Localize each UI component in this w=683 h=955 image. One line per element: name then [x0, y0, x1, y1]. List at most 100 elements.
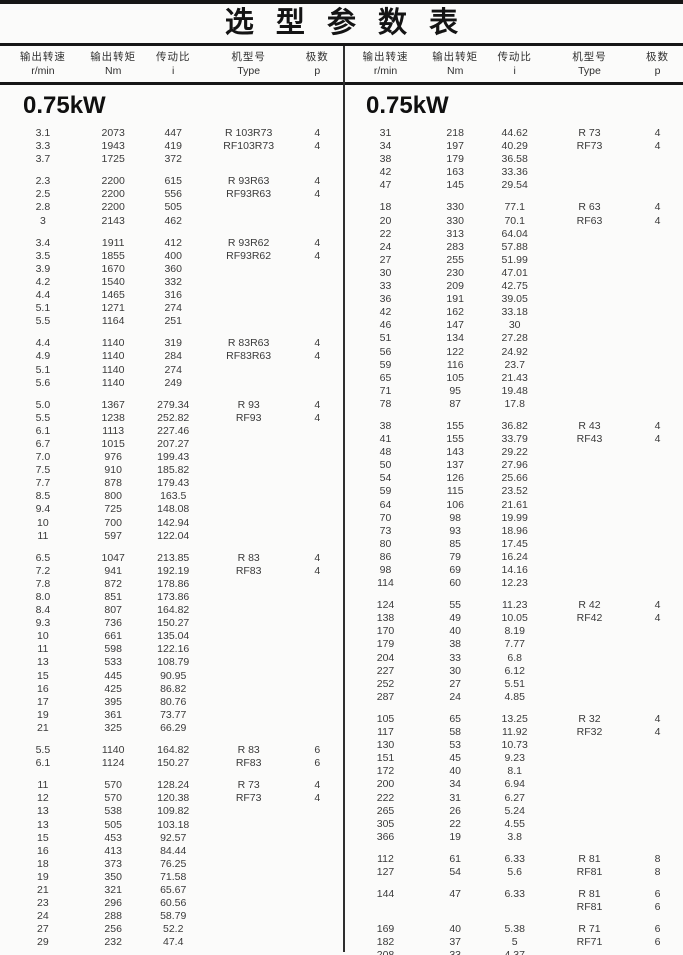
cell-ratio: 17.8 — [504, 397, 525, 410]
cell-ratio: 12.23 — [501, 577, 528, 590]
cell-output-speed: 130 — [376, 739, 395, 752]
cell-model-type — [206, 451, 292, 464]
cell-model-type: R 73 — [237, 779, 260, 792]
cell-output-speed: 227 — [376, 664, 395, 677]
row-group: 11 570 128.24 R 73 4 12 570 120.38 RF73 4 13 538 109… — [0, 779, 343, 949]
cell-ratio: 47.01 — [501, 266, 528, 279]
cell-ratio: 21.61 — [501, 498, 528, 511]
cell-output-torque: 58 — [449, 726, 462, 739]
cell-ratio: 64.04 — [501, 227, 528, 240]
cell-output-torque: 155 — [446, 419, 464, 432]
cell-ratio: 122.16 — [157, 643, 190, 656]
cell-output-speed: 24 — [37, 910, 49, 923]
cell-output-speed: 5.5 — [35, 744, 51, 757]
top-rule — [0, 0, 683, 4]
cell-output-torque: 85 — [449, 537, 462, 550]
column-label: 传动比 — [155, 51, 191, 63]
cell-output-speed: 15 — [37, 831, 49, 844]
cell-model-type: RF93 — [235, 411, 262, 424]
cell-model-type — [547, 499, 632, 512]
cell-output-torque: 116 — [446, 358, 464, 371]
cell-output-torque: 122 — [446, 345, 464, 358]
table-row: 11 598 122.16 — [0, 643, 343, 656]
table-row: 17 395 80.76 — [0, 696, 343, 709]
table-row: 46 147 30 — [343, 319, 683, 332]
table-row: 80 85 17.45 — [343, 538, 683, 551]
table-row: 5.5 1140 164.82 R 83 6 — [0, 744, 343, 757]
column-divider — [343, 46, 345, 952]
cell-output-speed: 5.5 — [35, 315, 51, 328]
cell-model-type — [206, 819, 292, 832]
cell-poles: 6 — [654, 936, 661, 949]
cell-poles — [632, 949, 683, 955]
cell-output-speed: 169 — [376, 923, 395, 936]
cell-ratio: 213.85 — [157, 551, 190, 564]
cell-poles: 4 — [654, 201, 661, 214]
cell-output-speed: 86 — [379, 550, 392, 563]
cell-output-torque — [428, 901, 482, 914]
cell-output-speed: 6.5 — [35, 551, 51, 564]
cell-poles — [632, 805, 683, 818]
table-row: 24 283 57.88 — [343, 241, 683, 254]
cell-output-torque: 40 — [449, 923, 462, 936]
cell-poles — [292, 153, 343, 166]
cell-ratio: 73.77 — [160, 708, 187, 721]
cell-output-speed: 47 — [379, 179, 392, 192]
table-row: 47 145 29.54 — [343, 179, 683, 192]
cell-poles: 4 — [314, 398, 321, 411]
row-group: 38 155 36.82 R 43 4 41 155 33.79 RF43 4 48 143 29.22… — [343, 420, 683, 590]
table-row: 144 47 6.33 R 81 6 — [343, 888, 683, 901]
cell-output-torque: 700 — [104, 516, 122, 529]
cell-poles — [292, 201, 343, 214]
cell-model-type — [547, 678, 632, 691]
table-row: 112 61 6.33 R 81 8 — [343, 853, 683, 866]
cell-ratio: 4.55 — [504, 817, 525, 830]
cell-output-speed: 200 — [376, 778, 395, 791]
cell-ratio: 11.23 — [501, 599, 528, 612]
cell-model-type — [206, 315, 292, 328]
cell-poles — [632, 678, 683, 691]
cell-output-torque: 27 — [449, 677, 462, 690]
cell-poles — [292, 517, 343, 530]
cell-output-speed: 3.4 — [35, 236, 51, 249]
cell-model-type: R 83R63 — [227, 337, 270, 350]
cell-model-type — [206, 858, 292, 871]
cell-output-speed: 17 — [37, 695, 49, 708]
cell-output-torque: 1124 — [101, 757, 125, 770]
cell-poles: 4 — [654, 140, 661, 153]
cell-output-torque: 505 — [104, 818, 122, 831]
cell-model-type: R 103R73 — [225, 127, 273, 139]
cell-model-type: R 93 — [237, 398, 260, 411]
cell-output-speed: 127 — [376, 865, 395, 878]
cell-output-torque: 1164 — [101, 315, 125, 328]
cell-poles — [632, 179, 683, 192]
cell-poles — [292, 530, 343, 543]
cell-model-type — [547, 805, 632, 818]
cell-poles — [632, 638, 683, 651]
cell-output-speed: 31 — [379, 127, 392, 139]
cell-ratio: 23.7 — [504, 358, 525, 371]
cell-output-speed: 8.0 — [35, 591, 51, 603]
row-group: 3.4 1911 412 R 93R62 4 3.5 1855 400 RF93R62 4 3.9 1… — [0, 237, 343, 329]
cell-output-speed: 36 — [379, 293, 392, 306]
cell-poles: 4 — [314, 564, 321, 577]
cell-model-type — [547, 319, 632, 332]
cell-output-speed: 8.4 — [35, 604, 51, 617]
table-row: 19 361 73.77 — [0, 709, 343, 722]
cell-output-torque: 2200 — [101, 175, 125, 188]
cell-ratio: 419 — [164, 140, 182, 153]
cell-ratio: 6.8 — [507, 651, 522, 664]
table-body: 0.75kW 3.1 2073 447 R 103R73 4 3.3 1943 419 RF10… — [0, 85, 683, 955]
cell-model-type — [547, 179, 632, 192]
power-rating-heading: 0.75kW — [23, 92, 106, 119]
table-row: 15 445 90.95 — [0, 670, 343, 683]
cell-poles — [292, 871, 343, 884]
cell-output-torque: 1047 — [101, 551, 125, 564]
table-row: 117 58 11.92 RF32 4 — [343, 726, 683, 739]
cell-model-type — [547, 485, 632, 498]
cell-ratio: 447 — [164, 127, 182, 139]
cell-output-speed: 11 — [37, 779, 49, 792]
cell-output-speed: 46 — [379, 319, 392, 332]
cell-ratio: 6.12 — [504, 664, 525, 677]
cell-model-type — [206, 832, 292, 845]
